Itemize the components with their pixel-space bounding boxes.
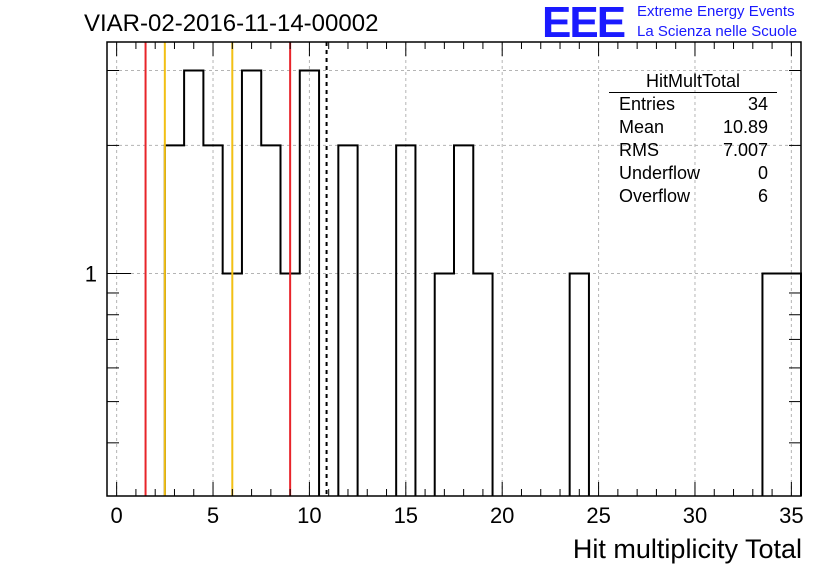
stats-value: 10.89 [722, 117, 768, 137]
histogram-title: VIAR-02-2016-11-14-00002 [84, 10, 379, 37]
eee-logo-line2: La Scienza nelle Scuole [637, 23, 798, 40]
eee-logo-line1: Extreme Energy Events [637, 3, 795, 20]
stats-row-entries: Entries 34 [609, 93, 777, 116]
x-tick-label: 35 [779, 503, 803, 528]
stats-value: 0 [757, 163, 768, 183]
x-tick-label: 30 [683, 503, 707, 528]
stats-row-rms: RMS 7.007 [609, 139, 777, 162]
x-tick-label: 5 [207, 503, 219, 528]
stats-row-mean: Mean 10.89 [609, 116, 777, 139]
stats-value: 6 [757, 186, 768, 206]
x-axis-label: Hit multiplicity Total [572, 534, 802, 564]
stats-label: Mean [619, 117, 665, 137]
stats-label: RMS [619, 140, 659, 160]
x-tick-label: 0 [111, 503, 123, 528]
stats-box-name: HitMultTotal [609, 70, 777, 93]
histogram-outline [163, 69, 802, 496]
x-tick-label: 10 [297, 503, 321, 528]
stats-box: HitMultTotal Entries 34 Mean 10.89 RMS 7… [609, 70, 777, 208]
x-tick-label: 15 [394, 503, 418, 528]
x-tick-label: 25 [586, 503, 610, 528]
x-tick-label: 20 [490, 503, 514, 528]
stats-label: Overflow [619, 186, 691, 206]
stats-label: Underflow [619, 163, 701, 183]
stats-label: Entries [619, 94, 676, 114]
stats-value: 7.007 [722, 140, 768, 160]
plot-frame [106, 41, 802, 497]
eee-logo: EEE [542, 0, 626, 47]
stats-row-overflow: Overflow 6 [609, 185, 777, 208]
y-tick-label: 1 [85, 262, 97, 287]
stats-value: 34 [747, 94, 768, 114]
stats-row-underflow: Underflow 0 [609, 162, 777, 185]
